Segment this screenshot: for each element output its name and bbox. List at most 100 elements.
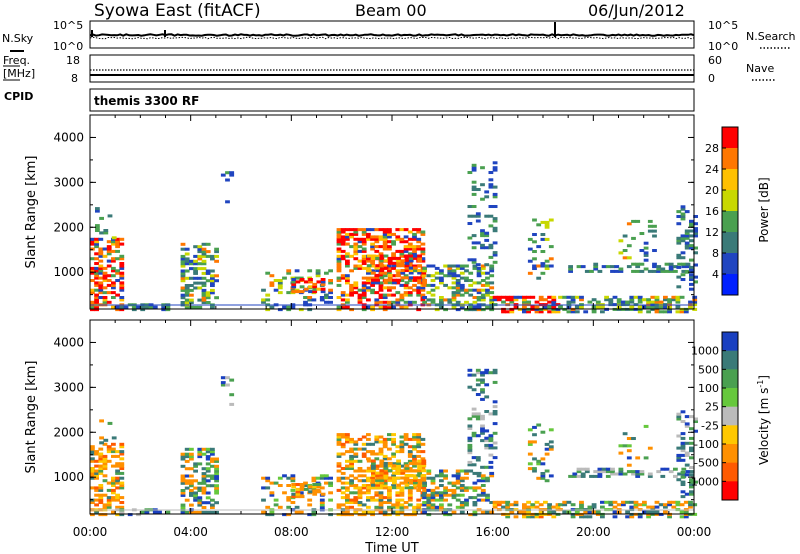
heatmap-cell	[378, 440, 384, 444]
heatmap-cell	[180, 274, 186, 278]
heatmap-cell	[551, 300, 557, 304]
heatmap-cell	[505, 295, 511, 299]
heatmap-cell	[480, 234, 485, 238]
heatmap-cell	[464, 291, 469, 295]
heatmap-cell	[643, 258, 649, 262]
heatmap-cell	[349, 505, 354, 509]
heatmap-cell	[522, 505, 527, 509]
heatmap-cell	[680, 432, 686, 436]
heatmap-cell	[492, 217, 498, 221]
heatmap-cell	[382, 445, 388, 449]
heatmap-cell	[361, 276, 367, 280]
heatmap-cell	[214, 474, 219, 478]
heatmap-cell	[403, 247, 409, 251]
heatmap-cell	[637, 300, 643, 304]
heatmap-cell	[379, 469, 385, 473]
heatmap-cell	[570, 310, 576, 314]
heatmap-cell	[357, 228, 363, 232]
heatmap-cell	[472, 264, 478, 268]
heatmap-cell	[637, 503, 643, 507]
heatmap-cell	[403, 240, 409, 244]
heatmap-cell	[286, 498, 292, 502]
heatmap-cell	[642, 305, 647, 309]
heatmap-cell	[416, 230, 422, 234]
heatmap-cell	[205, 510, 211, 514]
heatmap-cell	[387, 247, 392, 251]
heatmap-cell	[489, 308, 495, 312]
heatmap-cell	[370, 513, 375, 517]
heatmap-cell	[475, 456, 481, 460]
heatmap-cell	[621, 500, 626, 504]
heatmap-cell	[295, 280, 301, 284]
heatmap-cell	[412, 459, 417, 463]
heatmap-cell	[646, 310, 651, 314]
heatmap-cell	[484, 429, 490, 433]
heatmap-cell	[527, 259, 533, 263]
heatmap-cell	[374, 464, 380, 468]
heatmap-cell	[273, 288, 279, 292]
heatmap-cell	[517, 510, 523, 514]
heatmap-cell	[375, 264, 380, 268]
heatmap-cell	[616, 305, 622, 309]
heatmap-cell	[475, 263, 481, 267]
heatmap-cell	[90, 300, 95, 304]
heatmap-cell	[488, 205, 494, 209]
heatmap-cell	[639, 472, 645, 476]
heatmap-cell	[119, 281, 125, 285]
heatmap-cell	[430, 481, 436, 485]
heatmap-cell	[407, 496, 413, 500]
heatmap-cell	[610, 470, 615, 474]
colorbar-tick-label: 12	[705, 226, 719, 239]
x-tick-label: 12:00	[375, 525, 410, 539]
heatmap-cell	[451, 269, 457, 273]
heatmap-cell	[119, 476, 125, 480]
heatmap-cell	[106, 481, 112, 485]
heatmap-cell	[94, 493, 99, 497]
heatmap-cell	[467, 236, 473, 240]
heatmap-cell	[396, 464, 401, 468]
heatmap-cell	[475, 368, 481, 372]
heatmap-cell	[417, 264, 422, 268]
heatmap-cell	[642, 510, 647, 514]
heatmap-cell	[201, 284, 207, 288]
heatmap-cell	[612, 500, 618, 504]
heatmap-cell	[509, 503, 515, 507]
heatmap-cell	[197, 455, 203, 459]
heatmap-cell	[395, 237, 401, 241]
heatmap-cell	[286, 291, 292, 295]
x-axis: 00:00 04:00 08:00 12:00 16:00 20:00 00:00	[73, 525, 712, 539]
heatmap-cell	[345, 305, 350, 309]
heatmap-cell	[180, 247, 186, 251]
heatmap-cell	[94, 266, 99, 270]
heatmap-cell	[501, 300, 506, 304]
heatmap-cell	[290, 474, 296, 478]
heatmap-cell	[684, 241, 690, 245]
heatmap-cell	[345, 254, 350, 258]
heatmap-cell	[180, 286, 186, 290]
freq-panel	[89, 54, 695, 83]
heatmap-cell	[471, 246, 477, 250]
heatmap-cell	[378, 283, 384, 287]
heatmap-cell	[403, 462, 409, 466]
heatmap-cell	[509, 298, 515, 302]
heatmap-cell	[404, 476, 410, 480]
heatmap-cell	[681, 472, 687, 476]
heatmap-cell	[676, 415, 682, 419]
heatmap-cell	[488, 412, 494, 416]
heatmap-cell	[106, 291, 112, 295]
heatmap-cell	[371, 469, 376, 473]
colorbar-swatch	[722, 462, 738, 482]
heatmap-cell	[412, 437, 417, 441]
heatmap-cell	[311, 298, 317, 302]
heatmap-cell	[184, 447, 190, 451]
heatmap-cell	[420, 298, 426, 302]
heatmap-cell	[357, 488, 363, 492]
heatmap-cell	[501, 310, 506, 314]
heatmap-cell	[680, 458, 686, 462]
heatmap-cell	[353, 286, 359, 290]
heatmap-cell	[90, 476, 95, 480]
heatmap-cell	[366, 264, 372, 268]
heatmap-cell	[407, 469, 413, 473]
heatmap-cell	[119, 510, 125, 514]
heatmap-cell	[591, 510, 597, 514]
